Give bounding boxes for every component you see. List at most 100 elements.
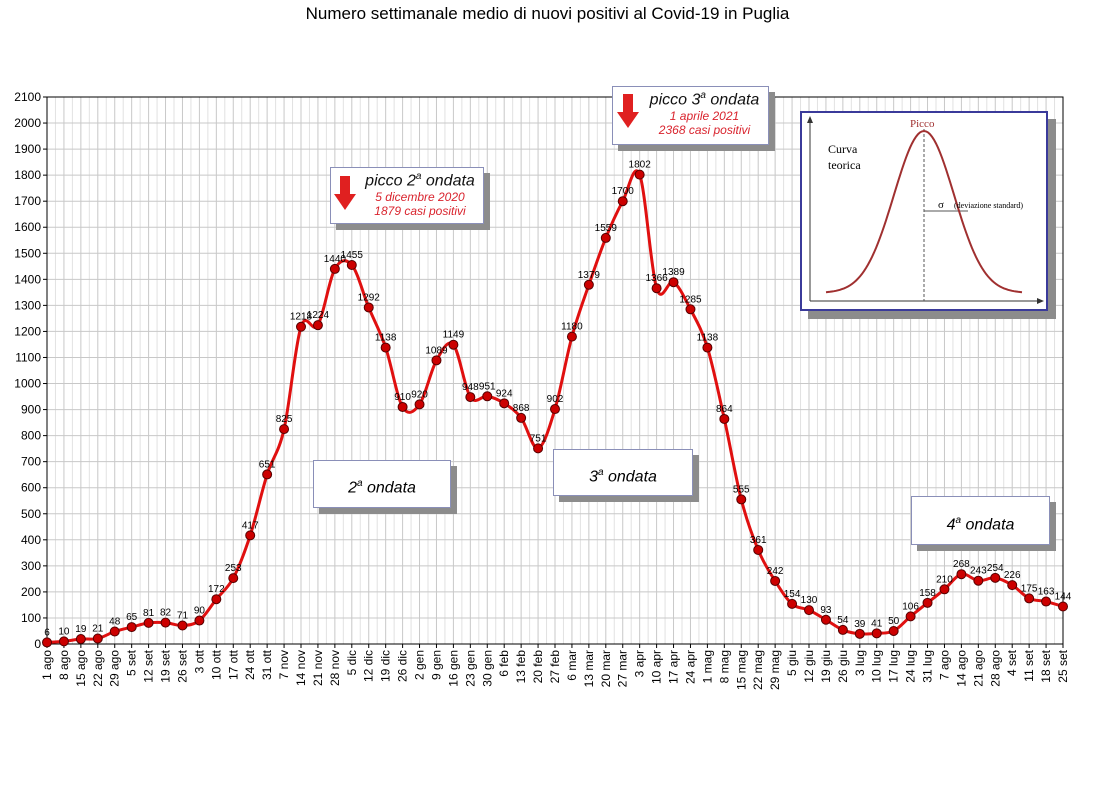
data-point bbox=[651, 283, 662, 294]
x-axis-ticks: 1 ago 8 ago 15 ago 22 ago 29 ago 5 set 12 set 1… bbox=[40, 644, 1070, 690]
x-tick-label: 24 ott bbox=[243, 649, 257, 680]
inset-sigma-label: (deviazione standard) bbox=[954, 201, 1023, 210]
data-point bbox=[820, 614, 831, 625]
x-tick-label: 31 ott bbox=[260, 649, 274, 680]
data-point bbox=[922, 597, 933, 608]
x-tick-label: 19 set bbox=[159, 649, 173, 682]
data-point bbox=[499, 398, 510, 409]
data-point bbox=[905, 611, 916, 622]
data-label: 163 bbox=[1038, 587, 1055, 598]
data-point bbox=[888, 625, 899, 636]
wave-2-label: 2a ondata bbox=[313, 460, 451, 508]
peak-2-title: picco 2a ondata bbox=[365, 171, 475, 190]
data-label: 1285 bbox=[679, 294, 702, 305]
x-tick-label: 6 feb bbox=[497, 650, 511, 677]
x-tick-label: 12 set bbox=[142, 649, 156, 682]
y-tick-label: 500 bbox=[21, 507, 41, 521]
data-point bbox=[465, 392, 476, 403]
data-point bbox=[787, 598, 798, 609]
x-tick-label: 13 feb bbox=[514, 650, 528, 684]
x-tick-label: 27 feb bbox=[548, 650, 562, 684]
down-arrow-icon bbox=[617, 94, 639, 128]
data-label: 82 bbox=[160, 608, 172, 619]
data-point bbox=[702, 342, 713, 353]
down-arrow-icon bbox=[334, 176, 356, 210]
x-tick-label: 25 set bbox=[1056, 649, 1070, 682]
x-tick-label: 7 ago bbox=[937, 650, 951, 680]
y-tick-label: 1000 bbox=[14, 377, 41, 391]
data-markers bbox=[42, 169, 1068, 648]
data-label: 1149 bbox=[443, 330, 465, 341]
x-tick-label: 15 mag bbox=[734, 650, 748, 690]
y-axis-ticks: 0 100 200 300 400 500 600 700 800 900 1000 1100 1200… bbox=[14, 90, 47, 651]
data-point bbox=[617, 196, 628, 207]
x-tick-label: 10 apr bbox=[650, 650, 664, 684]
data-label: 924 bbox=[496, 388, 513, 399]
x-tick-label: 24 apr bbox=[683, 650, 697, 684]
data-label: 106 bbox=[902, 601, 919, 612]
x-tick-label: 8 ago bbox=[57, 650, 71, 680]
x-tick-label: 17 lug bbox=[887, 650, 901, 683]
data-point bbox=[685, 304, 696, 315]
data-point bbox=[363, 302, 374, 313]
data-label: 864 bbox=[716, 404, 733, 415]
x-tick-label: 26 set bbox=[175, 649, 189, 682]
x-tick-label: 11 set bbox=[1022, 649, 1036, 681]
data-label: 6 bbox=[44, 627, 50, 638]
y-tick-label: 1500 bbox=[14, 246, 41, 260]
data-label: 651 bbox=[259, 459, 276, 470]
data-label: 868 bbox=[513, 403, 530, 414]
peak-2-cases: 1879 casi positivi bbox=[374, 204, 466, 219]
x-tick-label: 20 feb bbox=[531, 650, 545, 684]
data-point bbox=[770, 575, 781, 586]
arrow-right-icon bbox=[1037, 298, 1044, 304]
data-label: 130 bbox=[801, 595, 818, 606]
data-point bbox=[126, 622, 137, 633]
x-tick-label: 28 nov bbox=[328, 650, 342, 686]
x-tick-label: 10 ott bbox=[209, 649, 223, 680]
data-point bbox=[414, 399, 425, 410]
peak-2-callout: picco 2a ondata 5 dicembre 2020 1879 cas… bbox=[330, 167, 484, 224]
data-label: 751 bbox=[530, 433, 547, 444]
data-label: 19 bbox=[75, 624, 87, 635]
data-label: 242 bbox=[767, 566, 784, 577]
data-label: 65 bbox=[126, 612, 138, 623]
data-point bbox=[312, 320, 323, 331]
y-tick-label: 1600 bbox=[14, 220, 41, 234]
data-label: 1224 bbox=[307, 310, 330, 321]
x-tick-label: 29 mag bbox=[768, 650, 782, 690]
y-tick-label: 1400 bbox=[14, 272, 41, 286]
data-point bbox=[736, 494, 747, 505]
x-tick-label: 5 set bbox=[125, 649, 139, 676]
x-tick-label: 28 ago bbox=[988, 650, 1002, 687]
x-tick-label: 23 gen bbox=[463, 650, 477, 687]
data-label: 39 bbox=[854, 619, 866, 630]
inset-curve-label-1: Curva bbox=[828, 142, 858, 156]
data-point bbox=[228, 573, 239, 584]
x-tick-label: 9 gen bbox=[429, 650, 443, 680]
data-point bbox=[160, 617, 171, 628]
data-label: 1138 bbox=[375, 333, 397, 344]
x-tick-label: 14 ago bbox=[954, 650, 968, 687]
data-label: 144 bbox=[1055, 591, 1072, 602]
data-label: 175 bbox=[1021, 583, 1038, 594]
data-point bbox=[583, 279, 594, 290]
data-label: 1802 bbox=[629, 160, 652, 171]
peak-3-callout: picco 3a ondata 1 aprile 2021 2368 casi … bbox=[612, 86, 769, 145]
x-tick-label: 29 ago bbox=[108, 650, 122, 687]
inset-theoretical-curve: Picco Curva teorica σ (deviazione standa… bbox=[800, 111, 1048, 311]
data-label: 361 bbox=[750, 535, 767, 546]
data-point bbox=[804, 605, 814, 616]
data-label: 825 bbox=[276, 414, 293, 425]
x-tick-label: 27 mar bbox=[616, 650, 630, 687]
x-tick-label: 26 giu bbox=[836, 650, 850, 683]
data-label: 1389 bbox=[662, 267, 685, 278]
data-point bbox=[939, 584, 950, 595]
x-tick-label: 12 dic bbox=[362, 650, 376, 682]
x-tick-label: 30 gen bbox=[480, 650, 494, 687]
data-point bbox=[194, 615, 205, 626]
data-point bbox=[719, 413, 730, 424]
y-tick-label: 2000 bbox=[14, 116, 41, 130]
x-tick-label: 14 nov bbox=[294, 650, 308, 686]
